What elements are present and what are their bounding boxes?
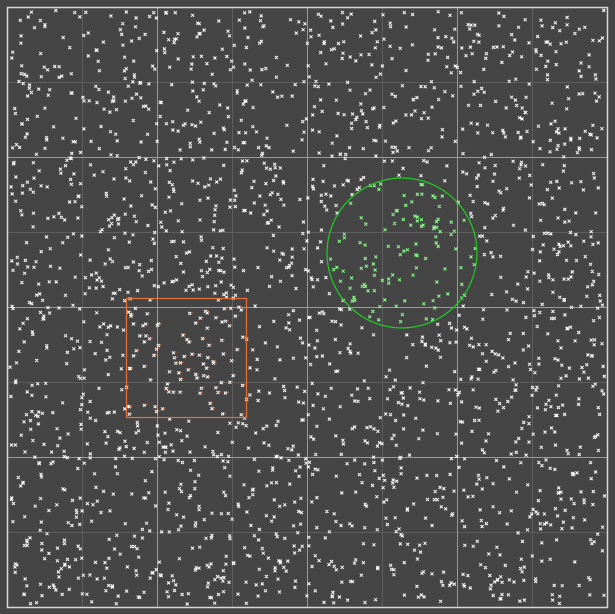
- points: [8, 8, 607, 606]
- circle-query-points: [328, 182, 478, 324]
- major-grid: [7, 7, 608, 608]
- rect-query: [125, 297, 248, 419]
- circle-query: [326, 177, 478, 329]
- rect-query-points: [126, 298, 245, 417]
- rect-query-highlight: [129, 298, 246, 415]
- root-boundary: [6, 6, 609, 609]
